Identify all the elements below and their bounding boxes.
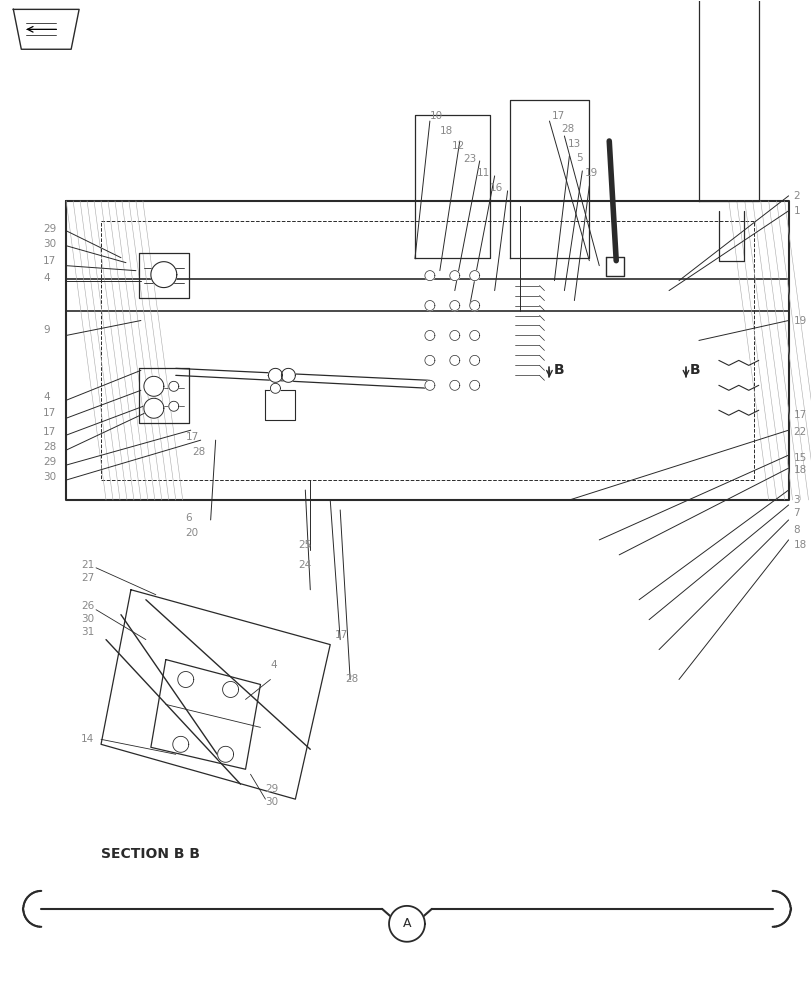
Text: 30: 30 [265, 797, 278, 807]
Text: 12: 12 [451, 141, 465, 151]
Polygon shape [144, 376, 164, 396]
Text: 4: 4 [43, 392, 49, 402]
Polygon shape [169, 401, 178, 411]
Text: B: B [553, 363, 564, 377]
Text: 21: 21 [81, 560, 94, 570]
Text: 4: 4 [270, 660, 277, 670]
Text: 17: 17 [551, 111, 564, 121]
Text: A: A [402, 917, 410, 930]
Text: 30: 30 [43, 239, 56, 249]
Text: 18: 18 [792, 540, 806, 550]
Text: 5: 5 [576, 153, 582, 163]
Text: 23: 23 [462, 154, 475, 164]
Polygon shape [424, 301, 435, 311]
Polygon shape [698, 0, 757, 201]
Text: 30: 30 [81, 614, 94, 624]
Polygon shape [424, 380, 435, 390]
Polygon shape [424, 355, 435, 365]
Polygon shape [424, 271, 435, 281]
Text: 13: 13 [567, 139, 580, 149]
Polygon shape [470, 330, 479, 340]
Text: 11: 11 [476, 168, 489, 178]
Text: 20: 20 [186, 528, 199, 538]
Polygon shape [268, 368, 282, 382]
Text: 15: 15 [792, 453, 806, 463]
Polygon shape [173, 736, 188, 752]
Text: 19: 19 [792, 316, 806, 326]
Text: 14: 14 [81, 734, 94, 744]
Text: 17: 17 [43, 256, 57, 266]
Text: 30: 30 [43, 472, 56, 482]
Polygon shape [449, 271, 459, 281]
Polygon shape [424, 330, 435, 340]
Text: 2: 2 [792, 191, 799, 201]
Polygon shape [13, 9, 79, 49]
Text: SECTION B B: SECTION B B [101, 847, 200, 861]
Polygon shape [470, 355, 479, 365]
Text: 18: 18 [440, 126, 453, 136]
Polygon shape [470, 301, 479, 311]
Text: 1: 1 [792, 206, 799, 216]
Text: 3: 3 [792, 495, 799, 505]
Text: 7: 7 [792, 508, 799, 518]
Polygon shape [388, 906, 424, 942]
Text: 25: 25 [298, 540, 311, 550]
Text: 17: 17 [43, 408, 57, 418]
Text: 28: 28 [560, 124, 574, 134]
Text: 6: 6 [186, 513, 192, 523]
Polygon shape [509, 100, 589, 258]
Text: 28: 28 [345, 675, 358, 685]
Polygon shape [449, 301, 459, 311]
Polygon shape [449, 355, 459, 365]
Text: 31: 31 [81, 627, 94, 637]
Polygon shape [449, 380, 459, 390]
Text: 29: 29 [265, 784, 278, 794]
Text: 17: 17 [792, 410, 806, 420]
Text: 16: 16 [489, 183, 502, 193]
Polygon shape [265, 390, 295, 420]
Text: 18: 18 [792, 465, 806, 475]
Polygon shape [449, 330, 459, 340]
Text: 9: 9 [43, 325, 49, 335]
Text: 27: 27 [81, 573, 94, 583]
Text: B: B [689, 363, 700, 377]
Text: 29: 29 [43, 457, 57, 467]
Text: 28: 28 [43, 442, 57, 452]
Text: 17: 17 [43, 427, 57, 437]
Polygon shape [222, 681, 238, 697]
Text: 26: 26 [81, 601, 94, 611]
Text: 24: 24 [298, 560, 311, 570]
Polygon shape [151, 262, 177, 288]
Polygon shape [281, 368, 295, 382]
Polygon shape [470, 380, 479, 390]
Text: 28: 28 [192, 447, 206, 457]
Polygon shape [178, 672, 194, 687]
Polygon shape [270, 383, 280, 393]
Text: 4: 4 [43, 273, 49, 283]
Polygon shape [414, 115, 489, 258]
Polygon shape [470, 271, 479, 281]
Polygon shape [144, 398, 164, 418]
Text: 8: 8 [792, 525, 799, 535]
Polygon shape [169, 381, 178, 391]
Text: 19: 19 [584, 168, 597, 178]
Text: 10: 10 [429, 111, 443, 121]
Text: 17: 17 [186, 432, 199, 442]
Text: 17: 17 [335, 630, 348, 640]
Text: 22: 22 [792, 427, 806, 437]
Text: 29: 29 [43, 224, 57, 234]
Polygon shape [217, 746, 234, 762]
